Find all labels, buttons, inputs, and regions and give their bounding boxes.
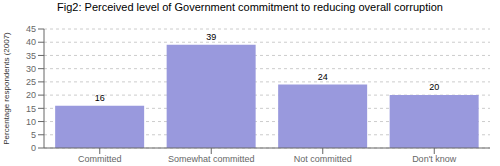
svg-text:16: 16 (95, 93, 105, 103)
svg-text:20: 20 (26, 90, 36, 100)
svg-text:40: 40 (26, 37, 36, 47)
svg-text:25: 25 (26, 77, 36, 87)
svg-text:Don't know: Don't know (412, 154, 457, 164)
svg-text:39: 39 (206, 32, 216, 42)
svg-text:24: 24 (318, 72, 328, 82)
svg-text:0: 0 (31, 143, 36, 153)
svg-text:5: 5 (31, 130, 36, 140)
svg-text:30: 30 (26, 64, 36, 74)
svg-text:20: 20 (429, 82, 439, 92)
svg-text:45: 45 (26, 24, 36, 34)
svg-text:Somewhat committed: Somewhat committed (168, 154, 255, 164)
svg-text:Not committed: Not committed (294, 154, 352, 164)
svg-text:35: 35 (26, 51, 36, 61)
svg-text:10: 10 (26, 117, 36, 127)
html-text:Fig2: Perceived level of Gover: Fig2: Perceived level of Government comm… (57, 1, 443, 13)
svg-text:Committed: Committed (78, 154, 122, 164)
svg-text:Percentage respondents (2007): Percentage respondents (2007) (8, 32, 11, 145)
svg-text:15: 15 (26, 104, 36, 114)
